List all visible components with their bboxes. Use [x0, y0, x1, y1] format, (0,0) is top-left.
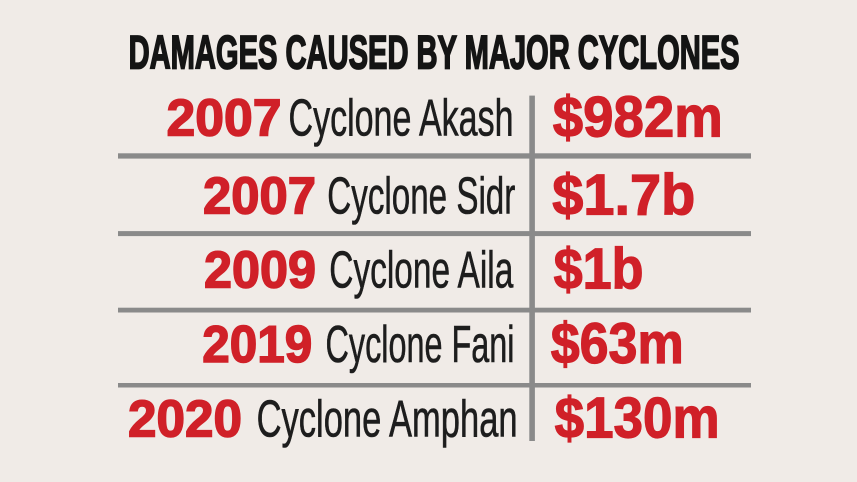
svg-text:2007: 2007 — [203, 166, 316, 224]
svg-text:Cyclone Fani: Cyclone Fani — [326, 315, 515, 373]
svg-text:$982m: $982m — [553, 86, 723, 150]
svg-text:Cyclone Amphan: Cyclone Amphan — [257, 389, 518, 447]
svg-text:$63m: $63m — [551, 312, 684, 376]
svg-text:$130m: $130m — [555, 386, 720, 450]
svg-text:Cyclone Akash: Cyclone Akash — [289, 89, 514, 147]
svg-text:2009: 2009 — [204, 241, 316, 299]
svg-text:Cyclone Aila: Cyclone Aila — [329, 241, 513, 299]
svg-text:2019: 2019 — [202, 315, 312, 373]
svg-text:$1.7b: $1.7b — [552, 163, 695, 227]
svg-text:$1b: $1b — [554, 238, 644, 302]
svg-text:2020: 2020 — [128, 389, 242, 447]
svg-text:2007: 2007 — [167, 89, 282, 147]
svg-text:DAMAGES CAUSED BY MAJOR CYCLON: DAMAGES CAUSED BY MAJOR CYCLONES — [129, 26, 740, 79]
svg-text:Cyclone Sidr: Cyclone Sidr — [327, 166, 515, 224]
